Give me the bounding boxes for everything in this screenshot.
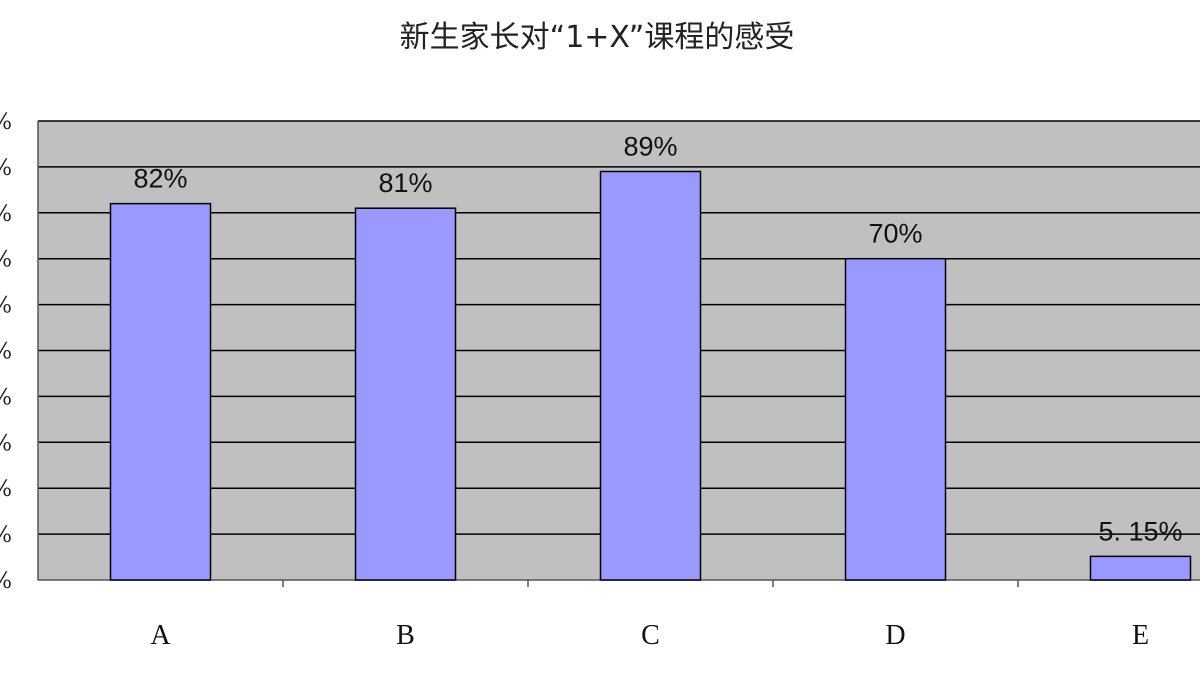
y-tick-label: 0% (0, 569, 12, 594)
y-tick-label: 80% (0, 202, 12, 227)
y-tick-label: 20% (0, 477, 12, 502)
y-tick-label: 100% (0, 110, 12, 135)
data-labels: 82% 81% 89% 70% 5. 15% (133, 131, 1182, 546)
data-label: 81% (378, 168, 432, 198)
bar-a (109, 202, 212, 581)
x-tick-label: E (1132, 620, 1149, 651)
bars (109, 170, 1192, 581)
x-tick-label: C (641, 620, 660, 651)
y-tick-label: 10% (0, 523, 12, 548)
y-tick-label: 60% (0, 294, 12, 319)
chart-title: 新生家长对“1+X”课程的感受 (400, 20, 795, 55)
y-tick-label: 40% (0, 385, 12, 410)
x-tick-label: A (150, 620, 171, 651)
bar-d (844, 257, 947, 581)
x-tick-label: D (885, 620, 905, 651)
y-tick-label: 90% (0, 156, 12, 181)
bar-b (354, 207, 457, 581)
data-label: 5. 15% (1098, 516, 1182, 546)
y-tick-label: 70% (0, 248, 12, 273)
data-label: 89% (623, 131, 677, 161)
y-tick-label: 50% (0, 340, 12, 365)
x-axis-ticks: A B C D E (150, 620, 1149, 651)
data-label: 82% (133, 164, 187, 194)
bar-e (1089, 555, 1192, 581)
data-label: 70% (868, 219, 922, 249)
y-tick-label: 30% (0, 431, 12, 456)
x-tick-label: B (396, 620, 415, 651)
bar-c (599, 170, 702, 581)
y-axis-ticks: 0% 10% 20% 30% 40% 50% 60% 70% 80% 90% 100% (0, 110, 12, 594)
